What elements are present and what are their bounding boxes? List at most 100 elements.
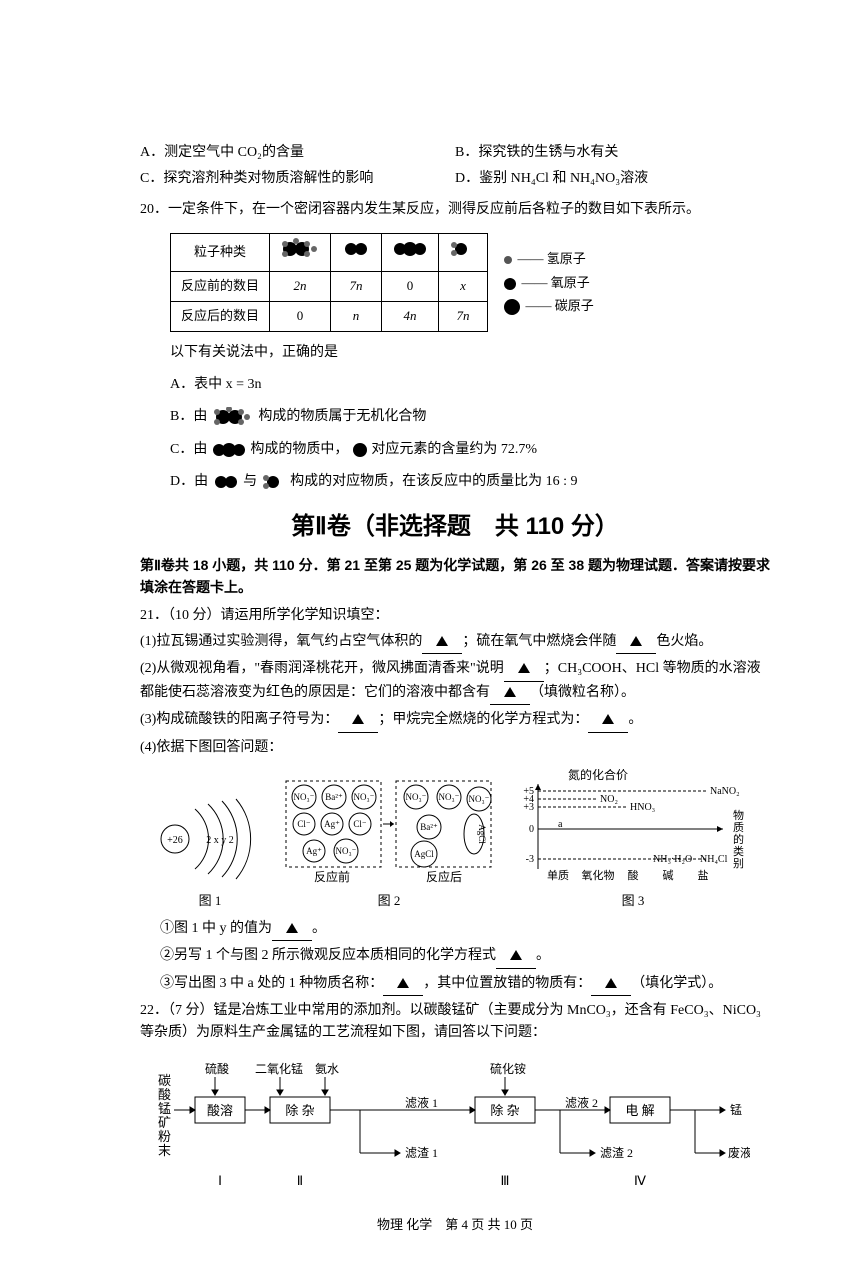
- svg-text:反应前: 反应前: [314, 869, 350, 884]
- molecule-c2-icon: [352, 442, 368, 458]
- svg-text:电 解: 电 解: [625, 1103, 654, 1118]
- q22-flowchart: 碳酸锰矿粉末 硫酸 二氧化锰 氨水 硫化铵: [150, 1055, 770, 1195]
- dot-c-icon: [504, 299, 520, 315]
- triangle-icon: [397, 978, 409, 988]
- triangle-icon: [630, 636, 642, 646]
- svg-text:NO₃⁻: NO₃⁻: [406, 792, 427, 802]
- svg-text:NO₂: NO₂: [600, 794, 618, 805]
- svg-text:Ag⁺: Ag⁺: [306, 846, 322, 856]
- q21-s2: ②另写 1 个与图 2 所示微观反应本质相同的化学方程式 。: [160, 945, 770, 968]
- blank: [272, 918, 312, 941]
- reaction-diagram-icon: NO₃⁻ Ba²⁺ NO₃⁻ Cl⁻ Ag⁺ Cl⁻ Ag⁺ NO₃⁻ NO₃⁻…: [284, 779, 494, 889]
- svg-text:NaNO₂: NaNO₂: [710, 786, 740, 797]
- fig3-label: 图 3: [508, 891, 758, 912]
- q21-p1c: 色火焰。: [656, 634, 712, 649]
- q20b-post: 构成的物质属于无机化合物: [258, 409, 426, 424]
- r2c1: 0: [270, 301, 331, 331]
- q21-p2a: (2)从微观视角看，"春雨润泽桃花开，微风拂面清香来"说明: [140, 661, 504, 676]
- blank: [591, 973, 631, 996]
- r2c3: 4n: [382, 301, 439, 331]
- svg-text:反应后: 反应后: [426, 869, 462, 884]
- q21-p1: (1)拉瓦锡通过实验测得，氧气约占空气体积的 ；硫在氧气中燃烧会伴随 色火焰。: [140, 631, 770, 654]
- blank: [338, 709, 378, 732]
- svg-text:氧化物: 氧化物: [582, 868, 615, 882]
- svg-text:NO₃⁻: NO₃⁻: [294, 792, 315, 802]
- svg-text:Ag⁺: Ag⁺: [324, 819, 340, 829]
- q21-p1b: ；硫在氧气中燃烧会伴随: [462, 634, 616, 649]
- blank: [616, 631, 656, 654]
- svg-text:Ⅰ: Ⅰ: [218, 1173, 222, 1188]
- q21-p4: (4)依据下图回答问题：: [140, 737, 770, 759]
- q20-opt-c: C．由 构成的物质中， 对应元素的含量约为 72.7%: [170, 439, 770, 461]
- triangle-icon: [504, 687, 516, 697]
- triangle-icon: [510, 950, 522, 960]
- svg-text:HNO₃: HNO₃: [630, 802, 655, 813]
- svg-text:废液: 废液: [728, 1145, 750, 1160]
- q20-opt-d: D．由 与 构成的对应物质，在该反应中的质量比为 16 : 9: [170, 471, 770, 493]
- q20-opt-a: A．表中 x = 3n: [170, 374, 770, 396]
- dot-h-icon: [504, 256, 512, 264]
- q20d-post: 构成的对应物质，在该反应中的质量比为 16 : 9: [290, 474, 577, 489]
- th-mol1: [270, 234, 331, 272]
- fig3: 氮的化合价 +5 +4 +3 0 -3: [508, 769, 758, 912]
- legend-o: 氧原子: [551, 275, 590, 290]
- q20-num: 20．: [140, 202, 168, 217]
- q20-lead: 以下有关说法中，正确的是: [170, 342, 770, 364]
- blank: [588, 709, 628, 732]
- svg-text:酸溶: 酸溶: [207, 1103, 233, 1118]
- atom-diagram-icon: +26 2 x y 2: [150, 789, 270, 889]
- q21-p3b: ；甲烷完全燃烧的化学方程式为：: [378, 712, 588, 727]
- svg-text:滤液 2: 滤液 2: [565, 1095, 598, 1110]
- q20c-pre: C．由: [170, 442, 207, 457]
- svg-text:除 杂: 除 杂: [490, 1103, 519, 1118]
- valence-chart-icon: 氮的化合价 +5 +4 +3 0 -3: [508, 769, 758, 889]
- svg-text:NO₃⁻: NO₃⁻: [469, 794, 490, 804]
- q20-opt-b: B．由 构成的物质属于无机化合物: [170, 406, 770, 428]
- svg-text:0: 0: [529, 824, 534, 835]
- q21-s1: ①图 1 中 y 的值为。: [160, 918, 770, 941]
- q19-options: A．测定空气中 CO₂的含量 B．探究铁的生锈与水有关 C．探究溶剂种类对物质溶…: [140, 140, 770, 193]
- svg-text:酸: 酸: [628, 868, 639, 882]
- molecule-c1-icon: [211, 442, 247, 458]
- q21-s2b: 。: [536, 948, 550, 963]
- q21-s3: ③写出图 3 中 a 处的 1 种物质名称：，其中位置放错的物质有：（填化学式）…: [160, 973, 770, 996]
- q19-opt-c: C．探究溶剂种类对物质溶解性的影响: [140, 166, 455, 192]
- q21-s3c: （填化学式）。: [631, 976, 722, 991]
- svg-text:滤渣 1: 滤渣 1: [405, 1146, 438, 1160]
- svg-text:NO₃⁻: NO₃⁻: [336, 846, 357, 856]
- r1c3: 0: [382, 271, 439, 301]
- th-mol3: [382, 234, 439, 272]
- q21-p2: (2)从微观视角看，"春雨润泽桃花开，微风拂面清香来"说明；CH₃COOH、HC…: [140, 658, 770, 705]
- fig1: +26 2 x y 2 图 1: [150, 789, 270, 912]
- svg-text:a: a: [558, 819, 563, 830]
- molecule-d2-icon: [261, 473, 287, 491]
- svg-text:-3: -3: [526, 854, 534, 865]
- svg-text:+26: +26: [167, 835, 183, 846]
- molecule-d1-icon: [212, 474, 240, 490]
- r2-label: 反应后的数目: [171, 301, 270, 331]
- section2-title: 第Ⅱ卷（非选择题 共 110 分）: [140, 508, 770, 546]
- r1c4: x: [439, 271, 488, 301]
- blank: [383, 973, 423, 996]
- svg-text:硫化铵: 硫化铵: [490, 1061, 526, 1076]
- svg-text:AgCl: AgCl: [477, 824, 487, 844]
- triangle-icon: [436, 636, 448, 646]
- q21-p1a: (1)拉瓦锡通过实验测得，氧气约占空气体积的: [140, 634, 422, 649]
- section2-intro: 第Ⅱ卷共 18 小题，共 110 分．第 21 至第 25 题为化学试题，第 2…: [140, 554, 770, 599]
- svg-text:NH₄Cl: NH₄Cl: [700, 854, 728, 865]
- q20d-pre: D．由: [170, 474, 208, 489]
- svg-text:单质: 单质: [547, 869, 569, 882]
- q20c-mid: 构成的物质中，: [250, 442, 348, 457]
- fig3-right: 物质的类别: [733, 808, 744, 870]
- q20-table: 粒子种类 反应前的数目 2n 7n 0 x: [170, 233, 488, 331]
- molecule-b-icon: [211, 407, 255, 427]
- q21-s2a: ②另写 1 个与图 2 所示微观反应本质相同的化学方程式: [160, 948, 496, 963]
- q21-p3: (3)构成硫酸铁的阳离子符号为：；甲烷完全燃烧的化学方程式为：。: [140, 709, 770, 732]
- q21-p3c: 。: [628, 712, 642, 727]
- svg-text:Ⅳ: Ⅳ: [634, 1173, 646, 1188]
- svg-text:Cl⁻: Cl⁻: [353, 819, 367, 829]
- q20c-post: 对应元素的含量约为 72.7%: [371, 442, 537, 457]
- triangle-icon: [352, 714, 364, 724]
- svg-text:滤液 1: 滤液 1: [405, 1095, 438, 1110]
- page-footer: 物理 化学 第 4 页 共 10 页: [140, 1215, 770, 1236]
